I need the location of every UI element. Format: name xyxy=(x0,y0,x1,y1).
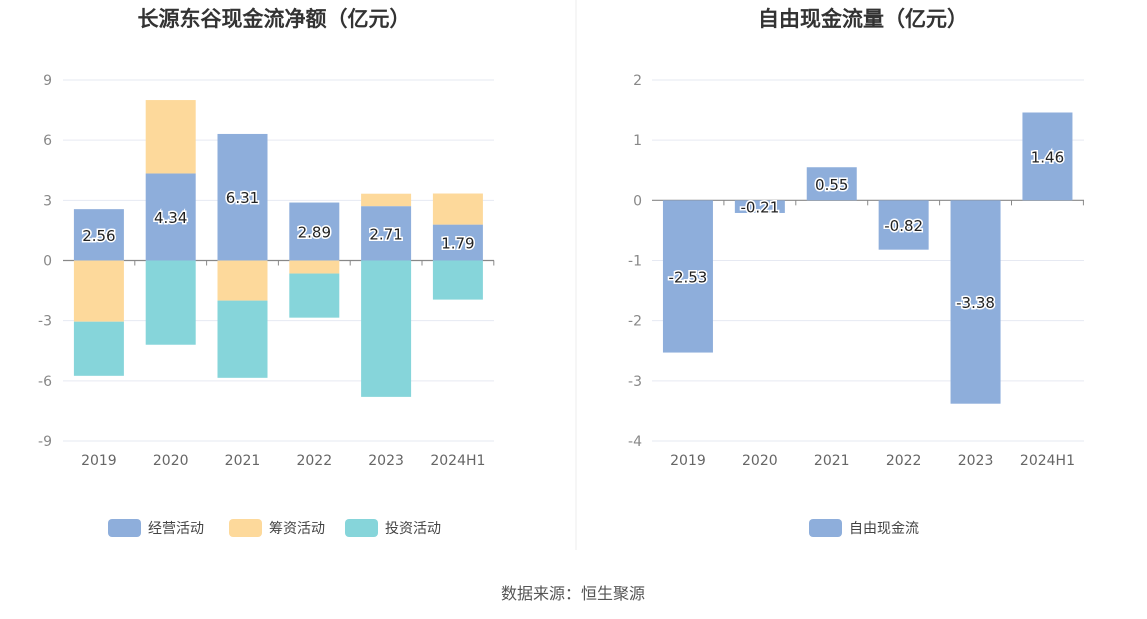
x-tick-label: 2020 xyxy=(742,453,778,469)
bar-筹资活动[interactable] xyxy=(361,193,412,207)
x-tick-label: 2023 xyxy=(958,453,994,469)
data-label: 0.55 xyxy=(815,176,848,194)
data-label: 1.46 xyxy=(1031,148,1064,166)
data-label: -2.53 xyxy=(669,268,708,286)
bar-经营活动[interactable] xyxy=(432,224,483,261)
data-label: 2.56 xyxy=(82,227,115,245)
chart-title: 长源东谷现金流净额（亿元） xyxy=(138,7,411,31)
legend-item[interactable]: 经营活动 xyxy=(108,519,204,537)
legend-label: 投资活动 xyxy=(385,521,441,537)
bar-投资活动[interactable] xyxy=(73,321,124,376)
data-label: 4.34 xyxy=(154,209,187,227)
bar-投资活动[interactable] xyxy=(289,273,340,318)
x-tick-label: 2024H1 xyxy=(430,453,485,469)
y-tick-label: 6 xyxy=(43,133,52,149)
legend-item[interactable]: 自由现金流 xyxy=(809,519,919,537)
bar-筹资活动[interactable] xyxy=(432,193,483,225)
x-tick-label: 2022 xyxy=(886,453,922,469)
bar-经营活动[interactable] xyxy=(217,133,268,261)
x-tick-label: 2019 xyxy=(81,453,117,469)
chart-title: 自由现金流量（亿元） xyxy=(758,7,968,31)
y-tick-label: 9 xyxy=(43,73,52,89)
bar-投资活动[interactable] xyxy=(361,260,412,397)
bar-经营活动[interactable] xyxy=(361,206,412,261)
y-tick-label: -9 xyxy=(38,434,52,450)
legend-label: 筹资活动 xyxy=(269,520,325,537)
y-tick-label: -3 xyxy=(38,314,52,330)
legend-item[interactable]: 筹资活动 xyxy=(229,519,325,537)
cash-flow-net-chart: 长源东谷现金流净额（亿元） 9 6 3 0 -3 -6 -9 2019 2020 2021 2022 2… xyxy=(38,7,495,537)
y-tick-label: 3 xyxy=(43,193,52,209)
bar-筹资活动[interactable] xyxy=(217,260,268,301)
data-label: 2.89 xyxy=(298,224,331,242)
bar-经营活动[interactable] xyxy=(289,202,340,261)
y-tick-label: -2 xyxy=(628,314,642,330)
data-label: 6.31 xyxy=(226,189,259,207)
bar-投资活动[interactable] xyxy=(432,260,483,300)
free-cash-flow-chart: 自由现金流量（亿元） 2 1 0 -1 -2 -3 -4 2019 2020 2021 2022 202… xyxy=(628,7,1084,537)
y-tick-label: 2 xyxy=(633,73,642,89)
data-label: -3.38 xyxy=(956,294,995,312)
x-tick-label: 2023 xyxy=(368,453,404,469)
x-tick-label: 2019 xyxy=(670,453,706,469)
bar-自由现金流[interactable] xyxy=(950,200,1001,404)
bar-自由现金流[interactable] xyxy=(806,167,857,201)
legend-label: 自由现金流 xyxy=(849,521,919,537)
y-tick-label: 0 xyxy=(633,193,642,209)
legend-swatch xyxy=(345,519,378,537)
y-tick-label: -3 xyxy=(628,374,642,390)
data-label: 1.79 xyxy=(441,235,474,253)
bar-投资活动[interactable] xyxy=(145,260,196,345)
x-tick-label: 2022 xyxy=(296,453,332,469)
bar-投资活动[interactable] xyxy=(217,300,268,378)
y-tick-label: -1 xyxy=(628,254,642,270)
bar-自由现金流[interactable] xyxy=(1022,112,1073,201)
legend-item[interactable]: 投资活动 xyxy=(345,519,441,537)
bar-自由现金流[interactable] xyxy=(662,200,713,353)
data-source-note: 数据来源：恒生聚源 xyxy=(501,584,645,603)
x-tick-label: 2021 xyxy=(225,453,261,469)
bar-经营活动[interactable] xyxy=(145,173,196,261)
y-tick-label: 1 xyxy=(633,133,642,149)
bar-筹资活动[interactable] xyxy=(289,260,340,274)
bar-经营活动[interactable] xyxy=(73,209,124,261)
bar-自由现金流[interactable] xyxy=(734,200,785,213)
legend-swatch xyxy=(108,519,141,537)
data-label: -0.82 xyxy=(884,217,923,235)
bar-筹资活动[interactable] xyxy=(145,100,196,174)
y-tick-label: -4 xyxy=(628,434,642,450)
y-tick-label: -6 xyxy=(38,374,52,390)
legend-swatch xyxy=(809,519,842,537)
y-tick-label: 0 xyxy=(43,254,52,270)
bar-自由现金流[interactable] xyxy=(878,200,929,250)
bar-筹资活动[interactable] xyxy=(73,260,124,322)
legend-swatch xyxy=(229,519,262,537)
x-tick-label: 2024H1 xyxy=(1020,453,1075,469)
x-tick-label: 2020 xyxy=(153,453,189,469)
data-label: 2.71 xyxy=(369,225,402,243)
x-tick-label: 2021 xyxy=(814,453,850,469)
legend-label: 经营活动 xyxy=(148,521,204,537)
data-label: -0.21 xyxy=(740,199,779,217)
